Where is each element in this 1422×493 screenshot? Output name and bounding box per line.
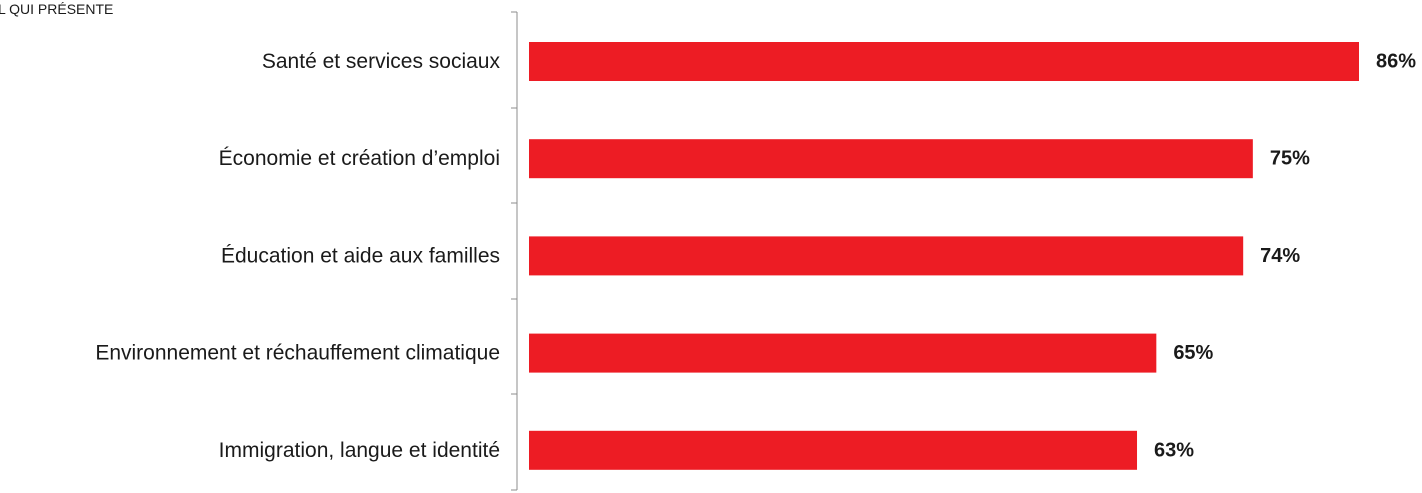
category-label: Immigration, langue et identité bbox=[219, 439, 500, 462]
bars-group bbox=[529, 42, 1359, 470]
category-label: Santé et services sociaux bbox=[262, 50, 501, 73]
bar bbox=[529, 430, 1138, 470]
y-axis bbox=[511, 11, 518, 491]
bar bbox=[529, 333, 1157, 373]
bar bbox=[529, 139, 1253, 179]
data-label: 63% bbox=[1154, 439, 1194, 461]
data-label: 74% bbox=[1260, 245, 1300, 267]
bar bbox=[529, 236, 1244, 276]
category-label: Environnement et réchauffement climatiqu… bbox=[95, 342, 500, 365]
data-label: 65% bbox=[1173, 342, 1213, 364]
data-label: 75% bbox=[1270, 148, 1310, 170]
category-label: Éducation et aide aux familles bbox=[221, 244, 500, 267]
category-label: Économie et création d’emploi bbox=[219, 147, 500, 170]
chart-title-fragment: L QUI PRÉSENTE bbox=[0, 1, 113, 17]
labels-group: Santé et services sociaux 86% Économie et … bbox=[95, 50, 1416, 462]
bar bbox=[529, 42, 1359, 81]
data-label: 86% bbox=[1376, 51, 1416, 73]
